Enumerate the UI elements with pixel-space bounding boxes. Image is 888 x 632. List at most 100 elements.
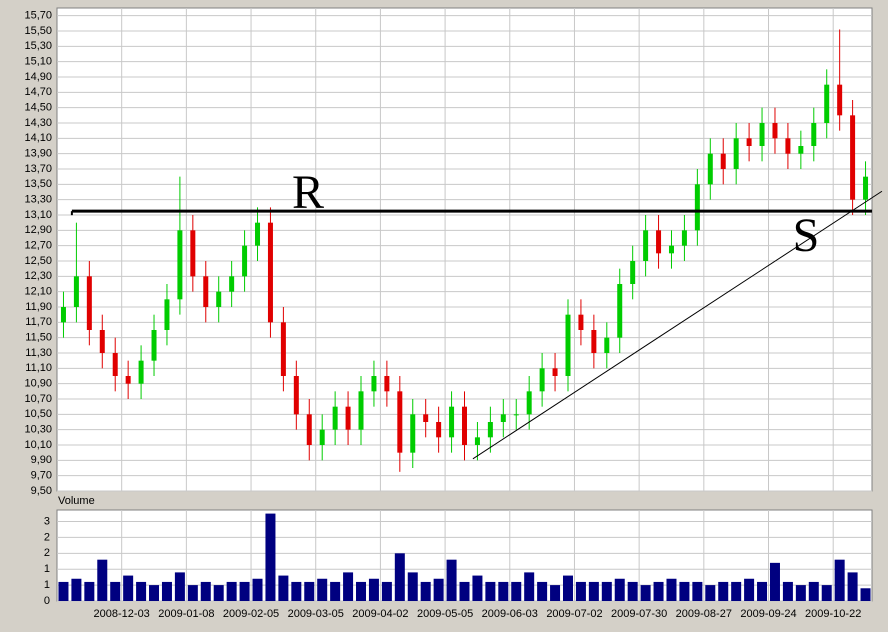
candle-body xyxy=(500,414,506,422)
volume-bar xyxy=(394,553,405,601)
candle-body xyxy=(242,245,248,277)
x-tick-label: 2009-06-03 xyxy=(482,608,538,620)
x-tick-label: 2009-10-22 xyxy=(805,608,861,620)
candle-body xyxy=(772,123,778,139)
volume-bar xyxy=(692,581,703,601)
volume-bar xyxy=(200,581,211,601)
volume-bar xyxy=(356,581,367,601)
candle-body xyxy=(798,146,804,154)
volume-bar xyxy=(511,581,522,601)
candle-body xyxy=(436,422,442,438)
volume-bar xyxy=(304,581,315,601)
candle-body xyxy=(164,299,170,330)
candle-body xyxy=(824,84,830,123)
volume-bar xyxy=(769,562,780,601)
volume-bar xyxy=(368,578,379,601)
y-tick-label: 12,70 xyxy=(24,240,52,252)
y-tick-label: 11,50 xyxy=(25,332,52,344)
volume-bar xyxy=(174,572,185,601)
y-tick-label: 10,90 xyxy=(24,378,52,390)
x-tick-label: 2009-07-30 xyxy=(611,608,667,620)
candle-body xyxy=(99,330,105,353)
volume-bar xyxy=(537,581,548,601)
volume-bar xyxy=(459,581,470,601)
candle-body xyxy=(449,406,455,438)
y-tick-label: 14,70 xyxy=(24,86,52,98)
candle-body xyxy=(60,307,66,323)
candle-body xyxy=(604,337,610,353)
candle-body xyxy=(863,176,869,200)
candle-body xyxy=(785,138,791,154)
volume-bar xyxy=(84,581,95,601)
x-tick-label: 2009-05-05 xyxy=(417,608,473,620)
candle-body xyxy=(397,391,403,453)
candle-body xyxy=(345,406,351,430)
volume-bar xyxy=(110,581,121,601)
volume-bar xyxy=(265,513,276,601)
x-tick-label: 2009-02-05 xyxy=(223,608,279,620)
volume-bar xyxy=(161,581,172,601)
y-tick-label: 11,90 xyxy=(25,301,52,313)
y-tick-label: 15,70 xyxy=(24,10,52,22)
candle-body xyxy=(539,368,545,392)
x-tick-label: 2009-01-08 xyxy=(158,608,214,620)
volume-bar xyxy=(407,572,418,601)
candle-body xyxy=(358,391,364,430)
y-tick-label: 10,70 xyxy=(24,393,52,405)
candle-body xyxy=(850,115,856,200)
volume-bar xyxy=(757,581,768,601)
y-tick-label: 12,10 xyxy=(24,286,52,298)
volume-bar xyxy=(562,575,573,601)
volume-tick-label: 2 xyxy=(44,547,50,559)
candle-body xyxy=(306,414,312,445)
candle-body xyxy=(177,230,183,300)
candle-body xyxy=(332,406,338,430)
volume-bar xyxy=(317,578,328,601)
volume-bar xyxy=(71,578,82,601)
y-tick-label: 11,10 xyxy=(25,362,52,374)
candle-body xyxy=(617,284,623,338)
candle-body xyxy=(371,376,377,392)
volume-bar xyxy=(291,581,302,601)
y-tick-label: 15,30 xyxy=(24,40,52,52)
candle-body xyxy=(630,261,636,284)
volume-bar xyxy=(252,578,263,601)
y-tick-label: 15,50 xyxy=(24,25,52,37)
y-tick-label: 12,50 xyxy=(24,255,52,267)
y-tick-label: 13,10 xyxy=(24,209,52,221)
volume-bar xyxy=(614,578,625,601)
volume-bar xyxy=(731,581,742,601)
volume-bar xyxy=(575,581,586,601)
y-tick-label: 10,30 xyxy=(24,424,52,436)
volume-bar xyxy=(420,581,431,601)
y-tick-label: 14,50 xyxy=(24,102,52,114)
x-tick-label: 2009-04-02 xyxy=(352,608,408,620)
candle-body xyxy=(86,276,92,330)
candle-body xyxy=(293,376,299,415)
candle-body xyxy=(733,138,739,169)
candle-body xyxy=(73,276,79,307)
y-tick-label: 9,90 xyxy=(31,454,52,466)
y-tick-label: 9,70 xyxy=(31,470,52,482)
candle-body xyxy=(565,314,571,376)
volume-bar xyxy=(239,581,250,601)
candle-body xyxy=(255,222,261,246)
support-label: S xyxy=(793,209,820,262)
x-tick-label: 2009-07-02 xyxy=(546,608,602,620)
volume-bar xyxy=(679,581,690,601)
volume-bar xyxy=(550,585,561,601)
x-tick-label: 2009-08-27 xyxy=(676,608,732,620)
volume-bar xyxy=(705,585,716,601)
y-tick-label: 11,30 xyxy=(25,347,52,359)
volume-bar xyxy=(226,581,237,601)
volume-bar xyxy=(213,585,224,601)
volume-bar xyxy=(278,575,289,601)
candle-body xyxy=(229,276,235,292)
volume-bar xyxy=(343,572,354,601)
candle-body xyxy=(267,222,273,323)
y-tick-label: 13,30 xyxy=(24,194,52,206)
y-tick-label: 13,90 xyxy=(24,148,52,160)
y-tick-label: 12,90 xyxy=(24,224,52,236)
y-tick-label: 11,70 xyxy=(25,316,52,328)
